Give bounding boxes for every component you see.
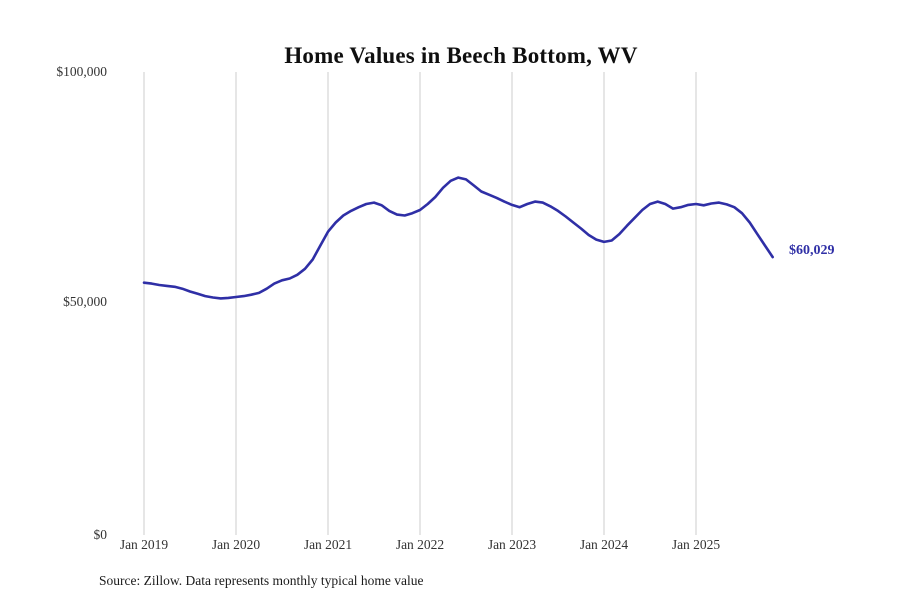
chart-title: Home Values in Beech Bottom, WV [284, 43, 638, 69]
home-value-series-line [142, 176, 774, 300]
y-axis-tick-50000: $50,000 [63, 294, 107, 309]
x-axis-tick-jan-2021: Jan 2021 [303, 537, 353, 552]
x-axis-tick-jan-2020: Jan 2020 [211, 537, 261, 552]
x-axis-tick-jan-2025: Jan 2025 [671, 537, 721, 552]
x-axis-tick-jan-2023: Jan 2023 [487, 537, 537, 552]
latest-value-label: $60,029 [789, 243, 835, 258]
y-axis-tick-100000: $100,000 [56, 64, 107, 79]
x-axis-tick-jan-2022: Jan 2022 [395, 537, 445, 552]
y-axis-tick-0: $0 [93, 527, 108, 542]
source-note: Source: Zillow. Data represents monthly … [99, 573, 424, 588]
x-axis-tick-jan-2024: Jan 2024 [579, 537, 629, 552]
x-axis-tick-jan-2019: Jan 2019 [119, 537, 169, 552]
